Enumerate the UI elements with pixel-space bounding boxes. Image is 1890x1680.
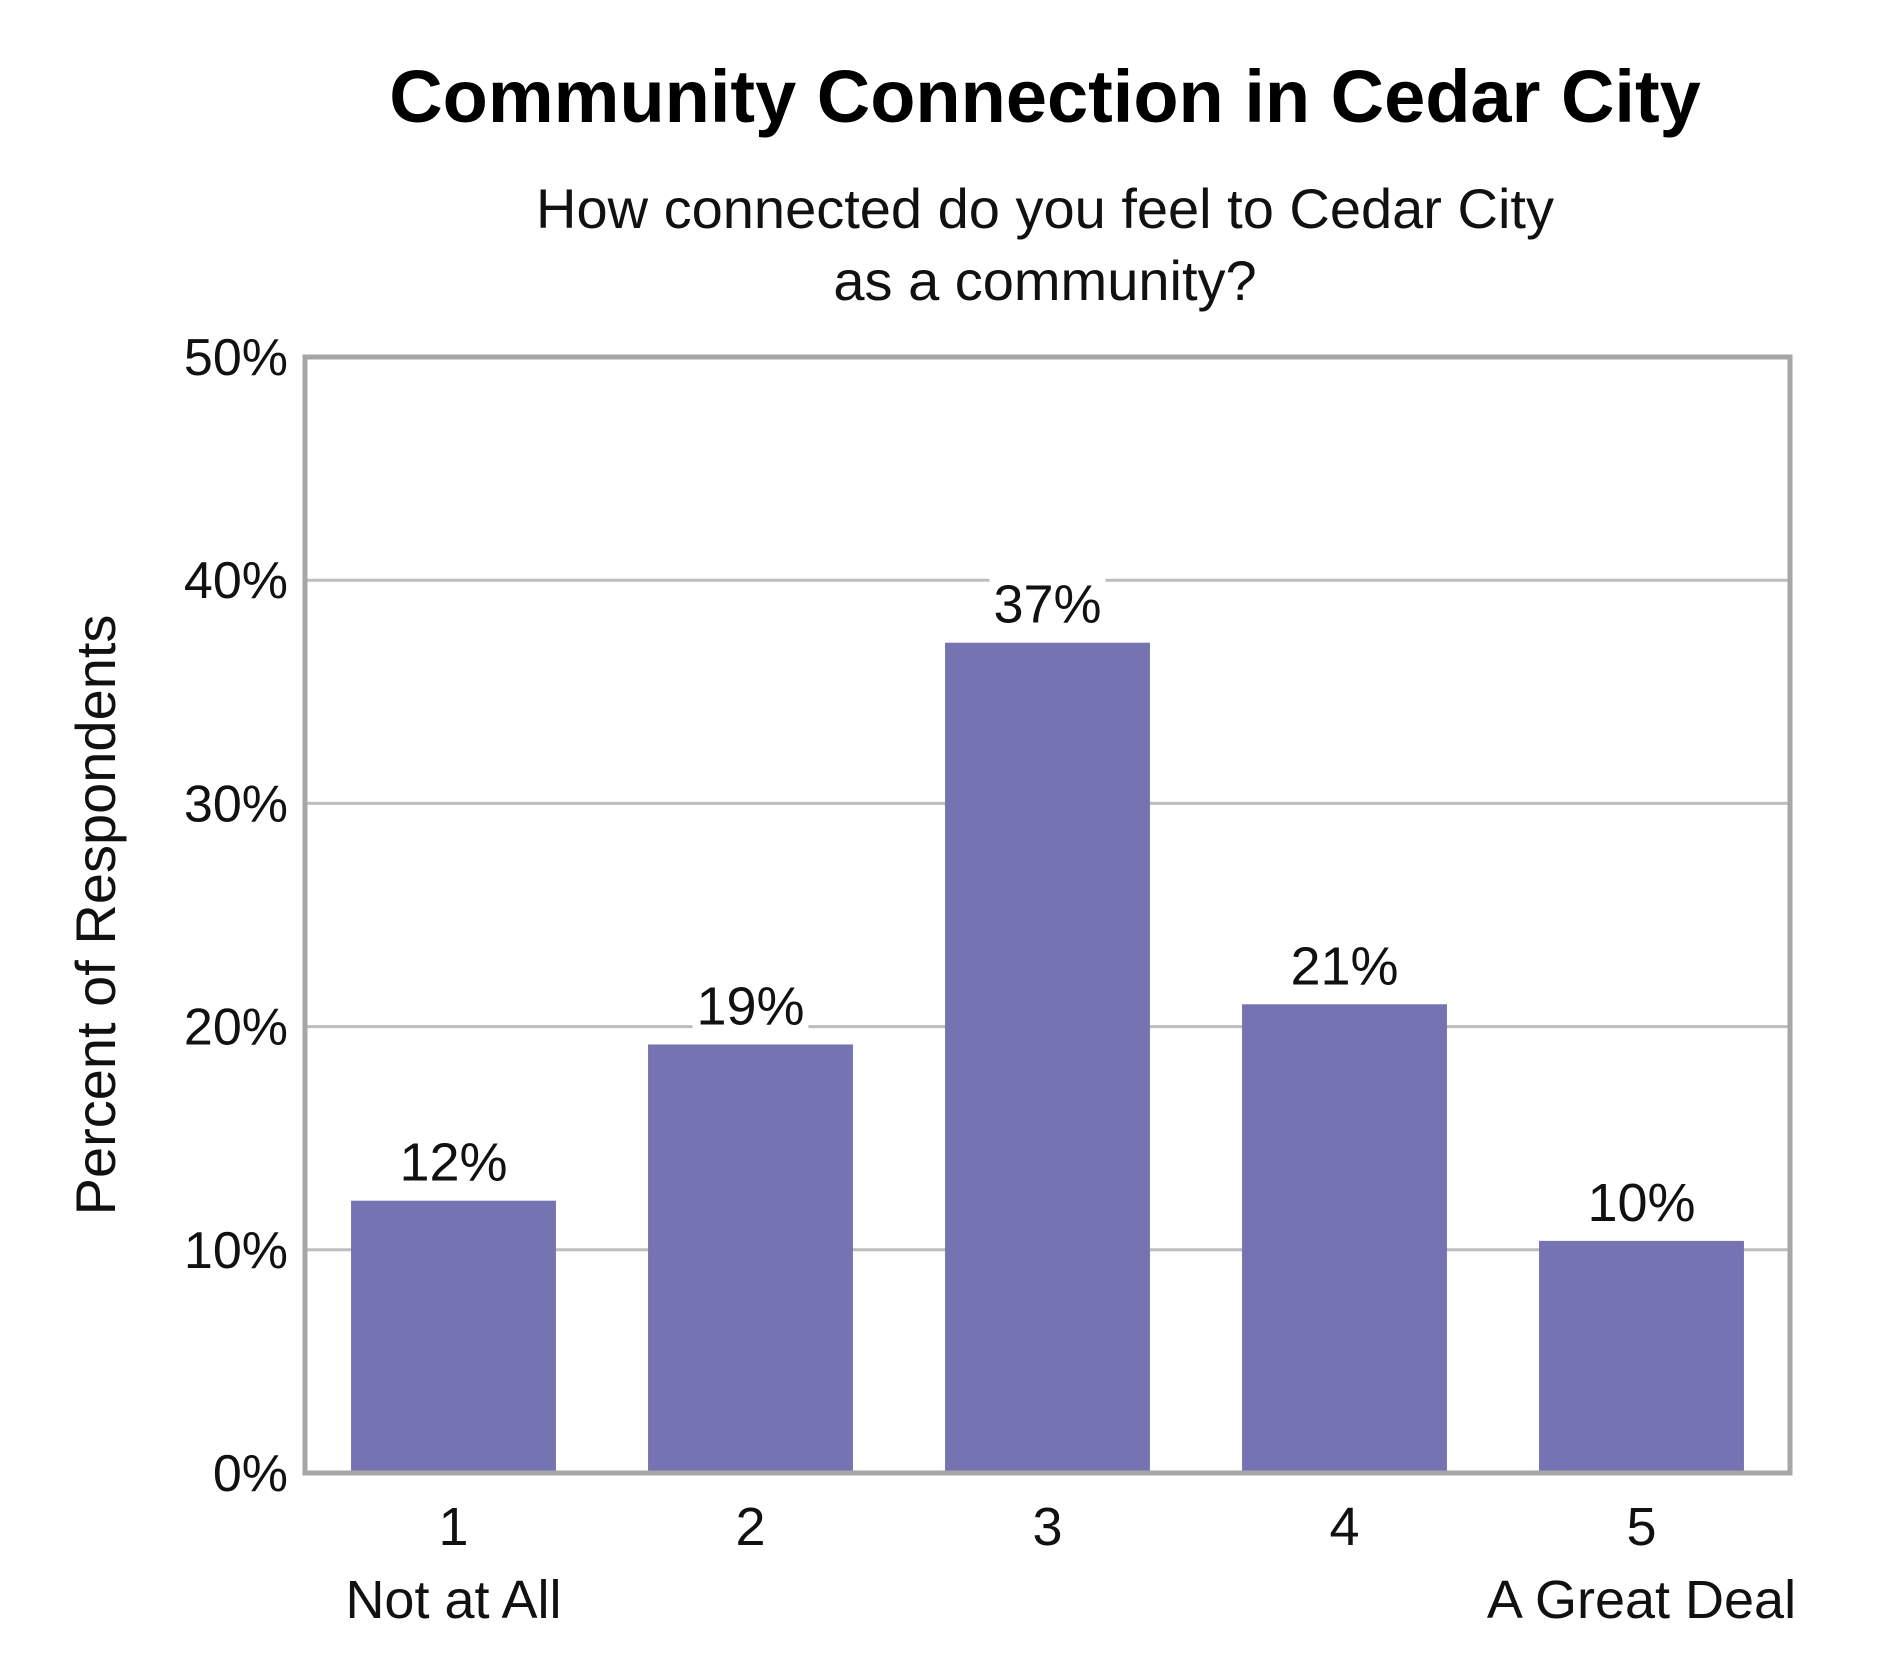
y-tick-label: 50% [184,329,288,387]
y-axis-label: Percent of Respondents [64,615,127,1216]
data-label-background [395,1132,512,1191]
bar-4 [1242,1004,1447,1473]
data-label: 10% [1587,1173,1695,1233]
plot-frame [302,354,1793,1476]
chart-title: Community Connection in Cedar City [389,55,1701,138]
data-label: 19% [696,976,804,1036]
y-tick-label: 40% [184,552,288,610]
y-tick-label: 0% [213,1445,288,1503]
y-tick-label: 20% [184,999,288,1057]
data-label-background [1583,1172,1700,1231]
data-label-background [989,574,1106,633]
data-label: 37% [993,575,1101,635]
chart-subtitle-line-1: How connected do you feel to Cedar City [536,177,1554,240]
bar-5 [1539,1240,1744,1473]
data-label: 12% [399,1133,507,1193]
x-tick-label: 1 [438,1497,468,1557]
x-tick-label: 4 [1329,1497,1359,1557]
data-labels: 12% 19% 37% 21% 10% [395,574,1700,1233]
x-tick-sublabel: A Great Deal [1487,1570,1796,1630]
chart-subtitle-line-2: as a community? [833,249,1256,312]
y-tick-label: 10% [184,1222,288,1280]
data-label-background [692,976,809,1035]
x-tick-sublabel: Not at All [345,1570,561,1630]
x-tick-label: 5 [1626,1497,1656,1557]
y-axis-ticks: 0% 10% 20% 30% 40% 50% [184,329,288,1503]
bar-1 [351,1200,556,1473]
x-tick-label: 2 [735,1497,765,1557]
bar-3 [945,642,1150,1473]
data-label-background [1286,936,1403,995]
y-tick-label: 30% [184,775,288,833]
x-axis-ticks: 1 Not at All 2 3 4 5 A Great Deal [345,1497,1796,1630]
data-label: 21% [1290,936,1398,996]
bars [351,642,1744,1473]
x-tick-label: 3 [1032,1497,1062,1557]
bar-2 [648,1044,853,1473]
